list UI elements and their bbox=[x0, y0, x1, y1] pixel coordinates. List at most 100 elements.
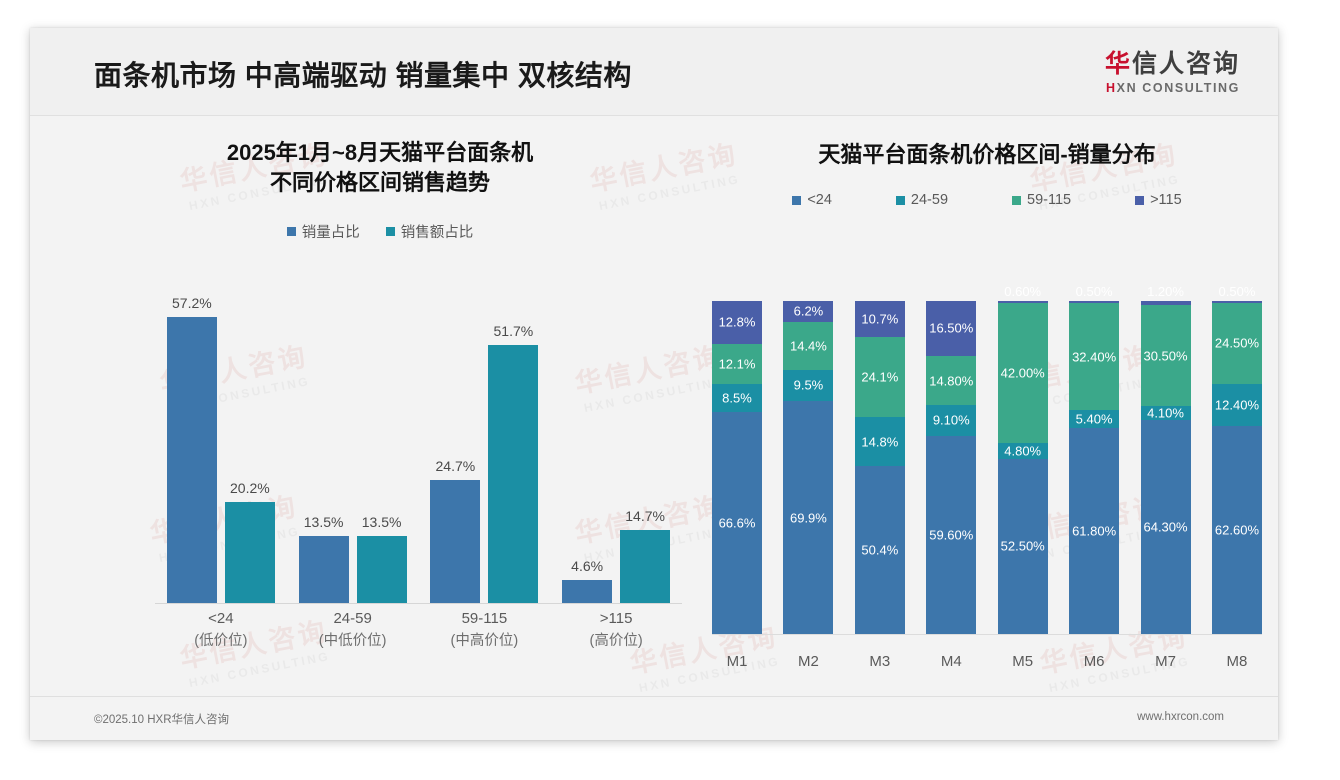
stack-segment-label: 9.5% bbox=[793, 377, 824, 393]
bar-column[interactable]: 13.5% bbox=[298, 303, 349, 603]
stack-segment[interactable]: 8.5% bbox=[712, 383, 762, 413]
stack-segment[interactable]: 12.40% bbox=[1211, 384, 1262, 426]
x-axis-label-main: <24 bbox=[208, 610, 234, 627]
x-axis-label: >115 (高价位) bbox=[562, 608, 670, 652]
left-chart-legend-item[interactable]: 销量占比 bbox=[286, 221, 360, 242]
stack-segment[interactable]: 30.50% bbox=[1140, 304, 1191, 407]
right-chart-legend-item[interactable]: >115 bbox=[1135, 192, 1182, 208]
stack-segment[interactable]: 10.7% bbox=[854, 301, 905, 337]
x-axis-label: <24 (低价位) bbox=[167, 608, 275, 652]
right-chart-legend-item[interactable]: <24 bbox=[792, 192, 832, 208]
stack-segment-label: 0.50% bbox=[1075, 284, 1113, 299]
bar-value-label: 51.7% bbox=[493, 322, 534, 339]
stack-segment-label: 61.80% bbox=[1072, 523, 1117, 539]
stack-segment[interactable]: 61.80% bbox=[1069, 428, 1120, 634]
stacked-bar[interactable]: 6.2% 14.4% 9.5% 69.9% bbox=[783, 301, 834, 634]
stack-segment[interactable]: 0.50% bbox=[1211, 284, 1262, 303]
bar-value-label: 14.7% bbox=[625, 507, 665, 524]
bar[interactable]: 20.2% bbox=[224, 480, 275, 603]
stack-segment[interactable]: 6.2% bbox=[783, 301, 834, 322]
stack-segment-label: 8.5% bbox=[722, 390, 752, 406]
bar-group: 4.6% 14.7% bbox=[562, 303, 671, 603]
right-chart-legend-item[interactable]: 59-115 bbox=[1012, 192, 1071, 208]
left-chart-legend-item[interactable]: 销售额占比 bbox=[385, 221, 474, 242]
stack-segment[interactable]: 0.50% bbox=[1069, 284, 1120, 303]
left-chart-plot: 57.2% 20.2% 13.5% 13.5% 24.7% 51.7% 4.6% 14.7% … bbox=[60, 295, 700, 696]
stack-segment[interactable]: 59.60% bbox=[926, 435, 977, 634]
stacked-bar[interactable]: 12.8% 12.1% 8.5% 66.6% bbox=[712, 301, 762, 635]
stack-segment[interactable]: 0.60% bbox=[997, 284, 1048, 303]
stacked-bar[interactable]: 0.50% 24.50% 12.40% 62.60% bbox=[1211, 284, 1262, 634]
x-axis-label-main: >115 bbox=[599, 610, 633, 627]
stacked-bar[interactable]: 1.20% 30.50% 4.10% 64.30% bbox=[1140, 284, 1191, 634]
x-axis-label: M1 bbox=[726, 653, 748, 670]
bar-column[interactable]: 13.5% bbox=[356, 303, 407, 603]
bar[interactable]: 57.2% bbox=[166, 295, 217, 603]
stack-segment[interactable]: 9.10% bbox=[926, 405, 977, 436]
bar-value-label: 20.2% bbox=[230, 480, 270, 496]
stack-segment[interactable]: 50.4% bbox=[854, 466, 905, 634]
stacked-bar[interactable]: 0.60% 42.00% 4.80% 52.50% bbox=[997, 284, 1048, 634]
stack-segment[interactable]: 69.9% bbox=[783, 401, 834, 634]
legend-label: <24 bbox=[807, 192, 832, 209]
right-chart-axis bbox=[712, 634, 1262, 635]
brand-logo: 华信人咨询 HXN CONSULTING bbox=[1105, 50, 1240, 95]
stacked-bar[interactable]: 0.50% 32.40% 5.40% 61.80% bbox=[1069, 284, 1120, 634]
footer-copyright: ©2025.10 HXR华信人咨询 bbox=[94, 714, 230, 726]
bar-column[interactable]: 4.6% bbox=[562, 303, 613, 603]
bar-value-label: 13.5% bbox=[303, 513, 344, 530]
stack-segment[interactable]: 24.50% bbox=[1211, 302, 1262, 385]
slide-header: 面条机市场 中高端驱动 销量集中 双核结构 华信人咨询 HXN CONSULTI… bbox=[30, 28, 1278, 116]
page-title: 面条机市场 中高端驱动 销量集中 双核结构 bbox=[94, 60, 632, 91]
stack-segment[interactable]: 4.80% bbox=[997, 443, 1048, 459]
stacked-bar[interactable]: 16.50% 14.80% 9.10% 59.60% bbox=[926, 301, 977, 634]
stack-segment[interactable]: 14.80% bbox=[926, 355, 977, 406]
stack-segment[interactable]: 32.40% bbox=[1069, 302, 1120, 411]
bar-column[interactable]: 14.7% bbox=[620, 303, 671, 603]
bar[interactable]: 24.7% bbox=[430, 458, 481, 603]
stack-segment[interactable]: 52.50% bbox=[997, 459, 1048, 634]
legend-swatch-icon bbox=[1012, 195, 1022, 205]
stack-segment[interactable]: 4.10% bbox=[1140, 406, 1191, 421]
bar[interactable]: 13.5% bbox=[356, 514, 407, 603]
stack-segment[interactable]: 62.60% bbox=[1211, 425, 1262, 634]
bar-column[interactable]: 51.7% bbox=[488, 303, 539, 603]
bar-column[interactable]: 57.2% bbox=[166, 295, 217, 603]
bar[interactable]: 51.7% bbox=[488, 323, 539, 603]
bar-column[interactable]: 20.2% bbox=[224, 303, 275, 603]
stack-segment[interactable]: 12.8% bbox=[712, 301, 762, 344]
bar-column[interactable]: 24.7% bbox=[430, 303, 481, 603]
stack-segment[interactable]: 66.6% bbox=[712, 412, 762, 635]
bar[interactable]: 14.7% bbox=[620, 508, 671, 603]
stack-segment[interactable]: 64.30% bbox=[1140, 420, 1191, 634]
legend-label: 销售额占比 bbox=[400, 224, 474, 241]
stack-segment[interactable]: 14.4% bbox=[783, 321, 834, 370]
bar-value-label: 4.6% bbox=[571, 558, 604, 574]
slide-footer: ©2025.10 HXR华信人咨询 www.hxrcon.com bbox=[30, 696, 1278, 740]
stacked-bar[interactable]: 10.7% 24.1% 14.8% 50.4% bbox=[854, 301, 905, 634]
stack-segment[interactable]: 24.1% bbox=[854, 336, 905, 417]
stack-segment-label: 12.8% bbox=[718, 314, 756, 330]
stack-segment[interactable]: 42.00% bbox=[997, 303, 1048, 443]
stack-segment-label: 66.6% bbox=[718, 515, 756, 531]
stack-segment-label: 52.50% bbox=[1000, 538, 1045, 554]
logo-rest-chars: 信人咨询 bbox=[1131, 50, 1240, 78]
stack-segment[interactable]: 1.20% bbox=[1140, 284, 1191, 305]
left-chart-x-axis-labels: <24 (低价位) 24-59 (中低价位) 59-115 (中高价位) >115 (高价位) bbox=[155, 608, 682, 668]
legend-label: 销量占比 bbox=[301, 224, 360, 241]
stack-segment-label: 0.60% bbox=[1004, 284, 1042, 299]
stack-segment[interactable]: 16.50% bbox=[926, 301, 977, 356]
legend-label: >115 bbox=[1150, 192, 1182, 209]
stack-segment-label: 24.50% bbox=[1214, 335, 1259, 351]
stack-segment-label: 42.00% bbox=[1000, 365, 1045, 381]
x-axis-label-sub: (高价位) bbox=[589, 632, 643, 649]
stack-segment[interactable]: 5.40% bbox=[1069, 410, 1120, 429]
stack-segment[interactable]: 12.1% bbox=[712, 343, 762, 384]
bar[interactable]: 4.6% bbox=[562, 558, 613, 603]
bar[interactable]: 13.5% bbox=[298, 514, 349, 603]
stack-segment[interactable]: 9.5% bbox=[783, 369, 834, 402]
stack-segment-label: 50.4% bbox=[861, 542, 899, 558]
stack-segment[interactable]: 14.8% bbox=[854, 416, 905, 467]
bar-value-label: 24.7% bbox=[435, 457, 476, 474]
right-chart-legend-item[interactable]: 24-59 bbox=[895, 192, 948, 208]
